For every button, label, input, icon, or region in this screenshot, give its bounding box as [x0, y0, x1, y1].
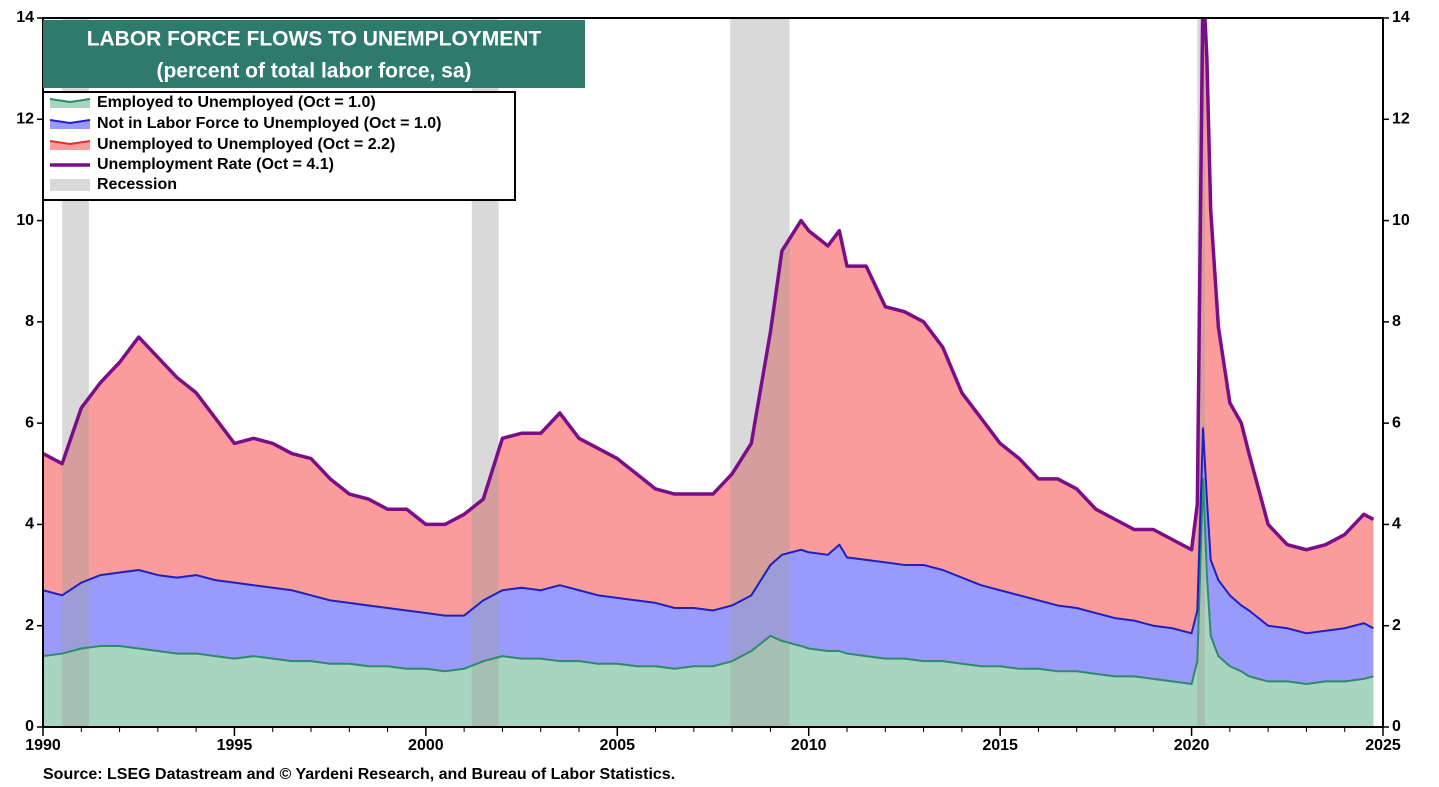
x-tick-label: 2025	[1365, 737, 1401, 754]
recession-band	[730, 18, 790, 727]
legend-box	[42, 91, 516, 201]
x-tick-label: 2000	[408, 737, 444, 754]
y2-tick-label: 6	[1392, 414, 1401, 431]
x-tick-label: 1995	[217, 737, 253, 754]
y2-tick-label: 8	[1392, 313, 1401, 330]
x-tick-label: 2020	[1174, 737, 1210, 754]
chart-subtitle: (percent of total labor force, sa)	[156, 60, 471, 83]
x-tick-label: 2015	[982, 737, 1018, 754]
y2-tick-label: 14	[1392, 9, 1410, 26]
series-line	[43, 18, 1375, 552]
x-tick-label: 2005	[599, 737, 635, 754]
y-tick-label: 2	[25, 617, 34, 634]
series-line	[43, 477, 1374, 685]
source-note: Source: LSEG Datastream and © Yardeni Re…	[43, 766, 675, 783]
y2-tick-label: 10	[1392, 212, 1410, 229]
x-tick-label: 1990	[25, 737, 61, 754]
stacked-area	[43, 478, 1374, 727]
legend-swatch	[50, 179, 90, 191]
stacked-area	[43, 428, 1374, 684]
legend-label: Unemployed to Unemployed (Oct = 2.2)	[97, 136, 395, 153]
recession-band	[1197, 18, 1205, 727]
y2-tick-label: 12	[1392, 111, 1410, 128]
legend: Employed to Unemployed (Oct = 1.0) Not in…	[42, 91, 516, 201]
y2-tick-label: 0	[1392, 718, 1401, 735]
legend-label: Employed to Unemployed (Oct = 1.0)	[97, 94, 376, 111]
title-box	[43, 20, 585, 88]
x-tick-label: 2010	[791, 737, 827, 754]
y-tick-label: 12	[16, 111, 34, 128]
y2-tick-label: 2	[1392, 617, 1401, 634]
y-tick-label: 14	[16, 9, 34, 26]
y-tick-label: 0	[25, 718, 34, 735]
legend-label: Recession	[97, 176, 177, 193]
plot-frame	[42, 17, 1384, 728]
legend-swatch-line	[49, 140, 91, 146]
series-line	[43, 427, 1374, 635]
y2-tick-label: 4	[1392, 516, 1401, 533]
legend-label: Unemployment Rate (Oct = 4.1)	[97, 156, 334, 173]
legend-label: Not in Labor Force to Unemployed (Oct = …	[97, 115, 441, 132]
legend-swatch-line	[49, 119, 91, 125]
axes: 0 2 4 6 8 10 12 14 0 2 4 6 8 10 12 14 1990 1995 2000 2005 20…	[16, 9, 1410, 754]
y-tick-label: 6	[25, 414, 34, 431]
chart-title: LABOR FORCE FLOWS TO UNEMPLOYMENT	[87, 28, 542, 51]
y-tick-label: 10	[16, 212, 34, 229]
y-tick-label: 8	[25, 313, 34, 330]
legend-swatch-line	[49, 98, 91, 104]
y-tick-label: 4	[25, 516, 34, 533]
